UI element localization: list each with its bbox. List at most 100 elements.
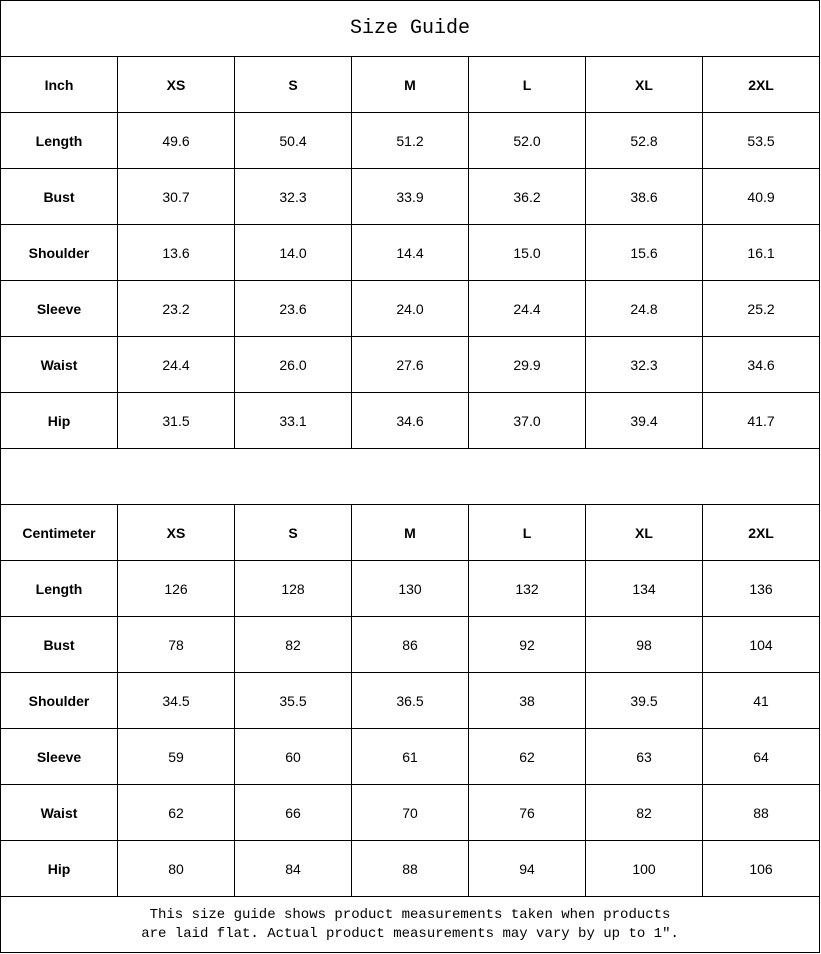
measurement-value: 84 [234,840,352,897]
spacer-row [0,448,821,505]
measurement-value: 38.6 [585,168,703,225]
size-header: S [234,56,352,113]
measurement-value: 51.2 [351,112,469,169]
measurement-value: 64 [701,728,821,785]
measurement-value: 40.9 [701,168,821,225]
measurement-value: 24.4 [117,336,235,393]
inch-row: Bust 30.7 32.3 33.9 36.2 38.6 40.9 [0,168,821,225]
measurement-value: 37.0 [468,392,586,449]
size-header: 2XL [701,56,821,113]
measurement-value: 126 [117,560,235,617]
measurement-label: Sleeve [0,728,118,785]
measurement-value: 16.1 [701,224,821,281]
measurement-value: 94 [468,840,586,897]
measurement-value: 34.6 [351,392,469,449]
unit-label: Centimeter [0,504,118,561]
measurement-value: 14.0 [234,224,352,281]
measurement-value: 41 [701,672,821,729]
measurement-value: 52.0 [468,112,586,169]
measurement-value: 88 [701,784,821,841]
size-header: 2XL [701,504,821,561]
size-header: L [468,504,586,561]
footnote-line-1: This size guide shows product measuremen… [149,906,671,923]
measurement-value: 88 [351,840,469,897]
measurement-value: 50.4 [234,112,352,169]
measurement-value: 34.6 [701,336,821,393]
size-header: M [351,504,469,561]
measurement-value: 39.5 [585,672,703,729]
measurement-value: 134 [585,560,703,617]
measurement-value: 33.9 [351,168,469,225]
footnote: This size guide shows product measuremen… [0,896,821,953]
measurement-value: 128 [234,560,352,617]
inch-row: Shoulder 13.6 14.0 14.4 15.0 15.6 16.1 [0,224,821,281]
measurement-value: 31.5 [117,392,235,449]
measurement-value: 106 [701,840,821,897]
measurement-value: 76 [468,784,586,841]
unit-label: Inch [0,56,118,113]
measurement-value: 136 [701,560,821,617]
inch-row: Sleeve 23.2 23.6 24.0 24.4 24.8 25.2 [0,280,821,337]
size-header: XL [585,56,703,113]
measurement-value: 34.5 [117,672,235,729]
measurement-value: 32.3 [585,336,703,393]
measurement-label: Shoulder [0,224,118,281]
measurement-value: 98 [585,616,703,673]
measurement-value: 61 [351,728,469,785]
measurement-value: 36.5 [351,672,469,729]
measurement-value: 78 [117,616,235,673]
measurement-value: 80 [117,840,235,897]
measurement-label: Length [0,560,118,617]
measurement-value: 41.7 [701,392,821,449]
inch-header-row: Inch XS S M L XL 2XL [0,56,821,113]
measurement-value: 27.6 [351,336,469,393]
measurement-value: 30.7 [117,168,235,225]
measurement-value: 82 [585,784,703,841]
measurement-value: 36.2 [468,168,586,225]
measurement-label: Length [0,112,118,169]
measurement-value: 66 [234,784,352,841]
size-header: M [351,56,469,113]
measurement-value: 86 [351,616,469,673]
measurement-value: 63 [585,728,703,785]
measurement-value: 52.8 [585,112,703,169]
measurement-value: 104 [701,616,821,673]
measurement-value: 24.0 [351,280,469,337]
measurement-value: 15.6 [585,224,703,281]
measurement-value: 25.2 [701,280,821,337]
measurement-value: 130 [351,560,469,617]
page-title: Size Guide [0,0,821,57]
measurement-label: Hip [0,392,118,449]
measurement-value: 13.6 [117,224,235,281]
cm-row: Bust 78 82 86 92 98 104 [0,616,821,673]
measurement-value: 59 [117,728,235,785]
cm-row: Length 126 128 130 132 134 136 [0,560,821,617]
cm-row: Sleeve 59 60 61 62 63 64 [0,728,821,785]
measurement-label: Bust [0,168,118,225]
inch-row: Hip 31.5 33.1 34.6 37.0 39.4 41.7 [0,392,821,449]
measurement-value: 39.4 [585,392,703,449]
measurement-label: Bust [0,616,118,673]
measurement-value: 82 [234,616,352,673]
measurement-value: 53.5 [701,112,821,169]
measurement-value: 100 [585,840,703,897]
measurement-label: Waist [0,784,118,841]
measurement-value: 29.9 [468,336,586,393]
measurement-value: 62 [468,728,586,785]
inch-row: Waist 24.4 26.0 27.6 29.9 32.3 34.6 [0,336,821,393]
measurement-value: 70 [351,784,469,841]
measurement-label: Sleeve [0,280,118,337]
cm-row: Waist 62 66 70 76 82 88 [0,784,821,841]
measurement-label: Shoulder [0,672,118,729]
measurement-value: 32.3 [234,168,352,225]
size-header: XS [117,56,235,113]
measurement-value: 23.6 [234,280,352,337]
measurement-value: 62 [117,784,235,841]
measurement-value: 132 [468,560,586,617]
measurement-value: 26.0 [234,336,352,393]
measurement-value: 60 [234,728,352,785]
measurement-value: 92 [468,616,586,673]
measurement-label: Waist [0,336,118,393]
measurement-value: 49.6 [117,112,235,169]
cm-row: Hip 80 84 88 94 100 106 [0,840,821,897]
